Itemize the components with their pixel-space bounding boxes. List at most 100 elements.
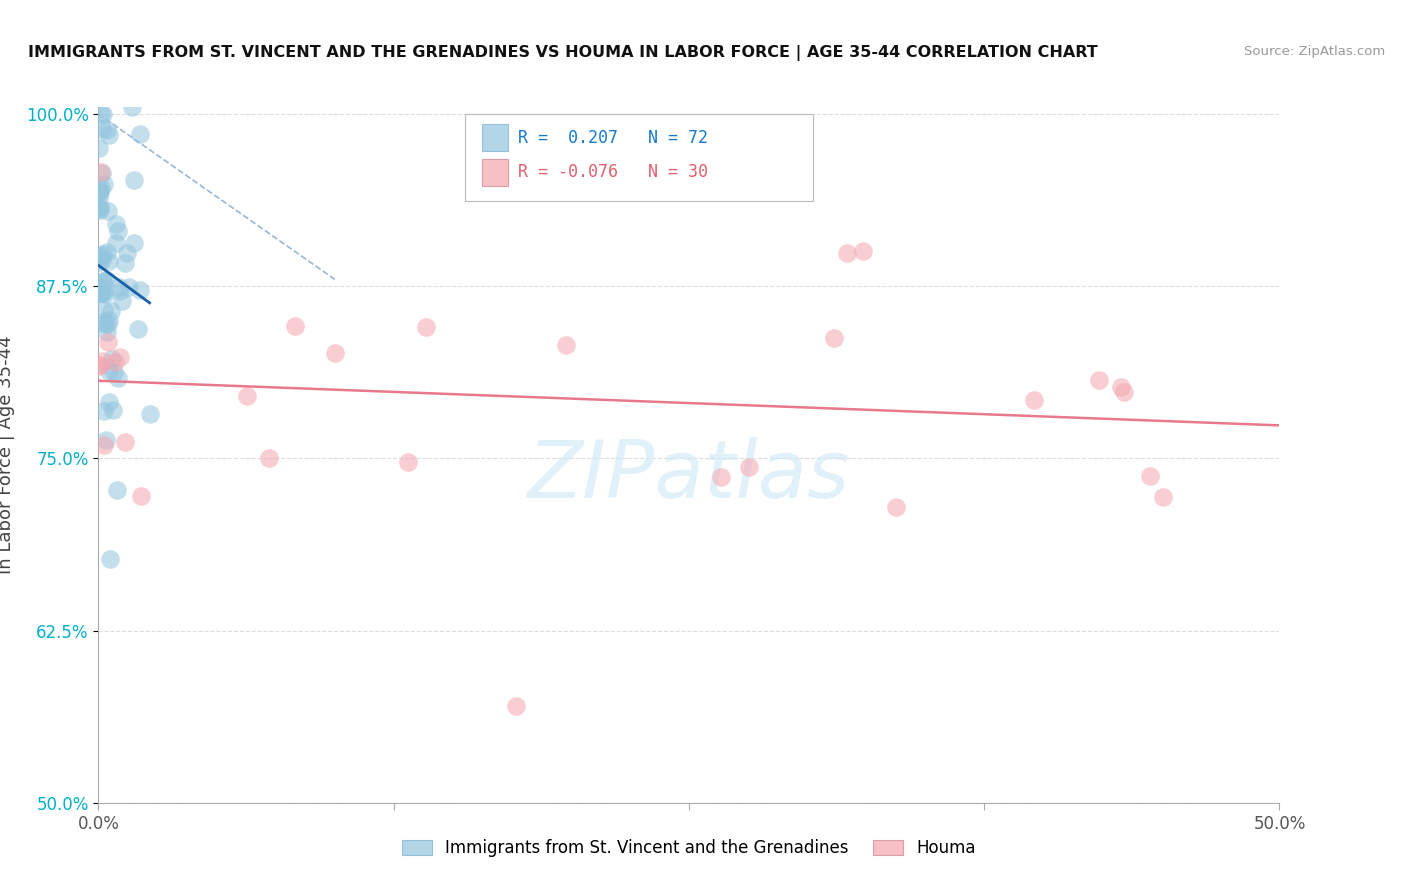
FancyBboxPatch shape	[482, 124, 508, 151]
Point	[87, 359, 110, 373]
Point	[91, 122, 114, 136]
Point	[398, 455, 420, 469]
Point	[90, 286, 112, 301]
Point	[89, 186, 111, 200]
Point	[90, 286, 112, 301]
Point	[90, 286, 112, 301]
Point	[93, 437, 115, 451]
Point	[108, 280, 131, 294]
Point	[87, 286, 110, 301]
Point	[94, 317, 117, 331]
Point	[103, 366, 125, 380]
Point	[90, 247, 112, 261]
Point	[128, 284, 150, 298]
Point	[96, 245, 118, 260]
Point	[90, 181, 112, 195]
Point	[1088, 373, 1111, 387]
Legend: Immigrants from St. Vincent and the Grenadines, Houma: Immigrants from St. Vincent and the Gren…	[395, 833, 983, 864]
Point	[415, 320, 437, 334]
Point	[91, 107, 114, 121]
Point	[117, 279, 139, 293]
Point	[91, 246, 114, 260]
Point	[122, 235, 145, 250]
Point	[89, 286, 111, 301]
Point	[89, 358, 111, 372]
Point	[96, 335, 118, 350]
Point	[115, 245, 138, 260]
Point	[96, 434, 118, 448]
Point	[91, 275, 114, 289]
Point	[105, 235, 128, 250]
Point	[93, 314, 115, 328]
Point	[127, 322, 149, 336]
Point	[138, 407, 160, 421]
Point	[852, 244, 875, 258]
Point	[96, 326, 118, 340]
Point	[104, 217, 127, 231]
Point	[114, 255, 136, 269]
Point	[823, 331, 845, 345]
Point	[91, 284, 114, 298]
Point	[91, 286, 114, 301]
Text: Source: ZipAtlas.com: Source: ZipAtlas.com	[1244, 45, 1385, 58]
Point	[554, 337, 576, 351]
Text: IMMIGRANTS FROM ST. VINCENT AND THE GRENADINES VS HOUMA IN LABOR FORCE | AGE 35-: IMMIGRANTS FROM ST. VINCENT AND THE GREN…	[28, 45, 1098, 61]
Point	[1109, 380, 1132, 394]
Point	[108, 351, 131, 365]
Point	[101, 402, 124, 417]
Point	[89, 184, 111, 198]
Point	[89, 141, 111, 155]
Point	[91, 354, 114, 368]
Point	[104, 354, 127, 368]
Point	[87, 202, 110, 216]
Point	[94, 286, 117, 301]
Point	[94, 273, 117, 287]
Point	[107, 371, 129, 385]
Point	[89, 200, 111, 214]
Point	[97, 317, 120, 331]
Point	[284, 318, 307, 333]
Text: R = -0.076   N = 30: R = -0.076 N = 30	[517, 163, 707, 181]
Point	[87, 279, 110, 293]
Point	[98, 395, 121, 409]
Point	[96, 123, 118, 137]
Point	[91, 166, 114, 180]
Point	[114, 435, 136, 450]
Point	[1022, 393, 1045, 408]
Point	[90, 165, 112, 179]
Point	[98, 128, 121, 143]
Point	[101, 352, 124, 367]
Point	[89, 286, 111, 301]
Point	[1139, 469, 1161, 483]
Point	[93, 177, 115, 191]
Text: ZIPatlas: ZIPatlas	[527, 437, 851, 515]
Point	[122, 173, 145, 187]
Point	[108, 284, 131, 298]
Point	[1112, 385, 1135, 400]
Point	[90, 286, 112, 301]
Point	[91, 253, 114, 268]
Y-axis label: In Labor Force | Age 35-44: In Labor Force | Age 35-44	[0, 335, 14, 574]
Point	[1153, 490, 1175, 504]
Point	[505, 699, 527, 714]
Point	[236, 389, 259, 403]
Point	[87, 255, 110, 269]
Point	[89, 191, 111, 205]
FancyBboxPatch shape	[482, 159, 508, 186]
Point	[97, 204, 120, 219]
Point	[98, 254, 121, 268]
Point	[323, 346, 346, 360]
FancyBboxPatch shape	[464, 114, 813, 201]
Point	[107, 224, 129, 238]
Point	[710, 470, 733, 484]
Point	[129, 489, 152, 503]
Point	[121, 100, 143, 114]
Point	[128, 127, 150, 141]
Point	[111, 294, 134, 309]
Point	[98, 364, 121, 378]
Point	[105, 483, 128, 497]
Point	[738, 459, 761, 474]
Point	[90, 286, 112, 301]
Point	[98, 551, 121, 566]
Point	[93, 303, 115, 318]
